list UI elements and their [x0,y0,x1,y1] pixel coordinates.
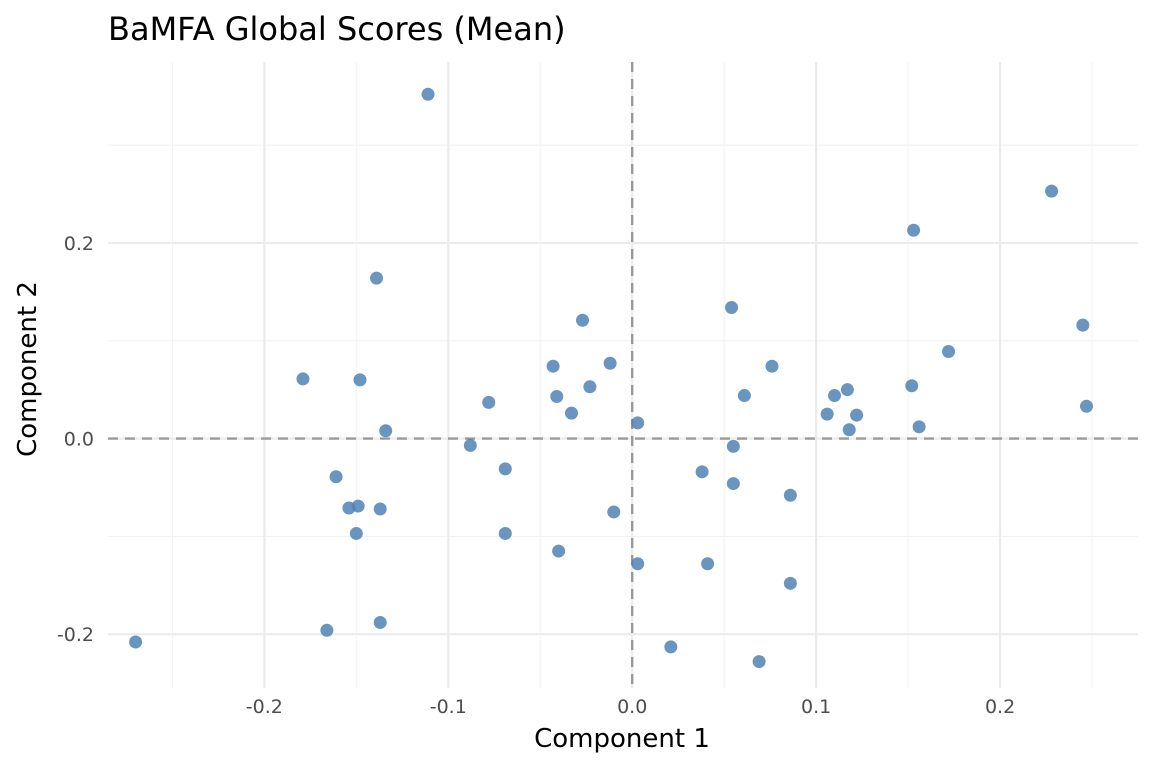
y-axis-title: Component 2 [13,281,43,457]
data-point [296,372,310,386]
x-tick-label: -0.2 [246,696,283,718]
data-point [550,390,564,404]
data-point [701,557,715,571]
data-point [353,373,367,387]
data-point [631,416,645,430]
data-point [370,271,384,285]
data-point [1076,318,1090,332]
data-point [552,544,566,558]
data-point [828,389,842,403]
data-point [329,470,343,484]
data-point [565,406,578,420]
data-point [850,408,864,422]
data-point [379,424,393,438]
data-point [942,345,956,359]
x-axis-tick-labels: -0.2 -0.1 0.0 0.1 0.2 [246,696,1015,718]
data-points [129,87,1093,669]
data-point [576,313,590,327]
y-tick-label: -0.2 [57,624,94,646]
data-point [726,439,740,453]
data-point [129,635,143,649]
plot-area [108,62,1138,688]
data-point [907,223,921,237]
minor-gridlines [108,62,1138,688]
data-point [603,356,617,370]
data-point [498,462,512,476]
x-tick-label: -0.1 [430,696,467,718]
data-point [320,623,334,637]
data-point [752,655,766,669]
major-gridlines [108,62,1138,688]
reference-lines [108,62,1138,688]
x-axis-title: Component 1 [534,724,710,754]
data-point [765,359,779,373]
data-point [583,380,597,394]
data-point [373,615,387,629]
data-point [842,423,856,437]
data-point [482,395,496,409]
data-point [820,407,834,421]
data-point [546,359,560,373]
data-point [351,499,365,513]
x-tick-label: 0.1 [801,696,831,718]
y-axis-tick-labels: -0.2 0.0 0.2 [57,233,94,646]
data-point [463,438,477,452]
x-tick-label: 0.0 [617,696,647,718]
data-point [607,505,621,519]
data-point [1080,399,1093,413]
data-point [783,576,797,590]
data-point [737,389,751,403]
data-point [349,526,363,540]
data-point [498,526,512,540]
chart-title: BaMFA Global Scores (Mean) [108,10,566,48]
data-point [421,87,435,101]
data-point [631,557,645,571]
data-point [373,502,387,516]
data-point [783,488,797,502]
data-point [840,383,854,397]
data-point [725,301,739,315]
y-tick-label: 0.0 [64,429,94,451]
data-point [912,420,926,434]
x-tick-label: 0.2 [985,696,1015,718]
data-point [695,465,709,479]
data-point [726,477,740,491]
data-point [664,640,678,654]
y-tick-label: 0.2 [64,233,94,255]
data-point [1045,184,1059,198]
data-point [905,379,919,393]
